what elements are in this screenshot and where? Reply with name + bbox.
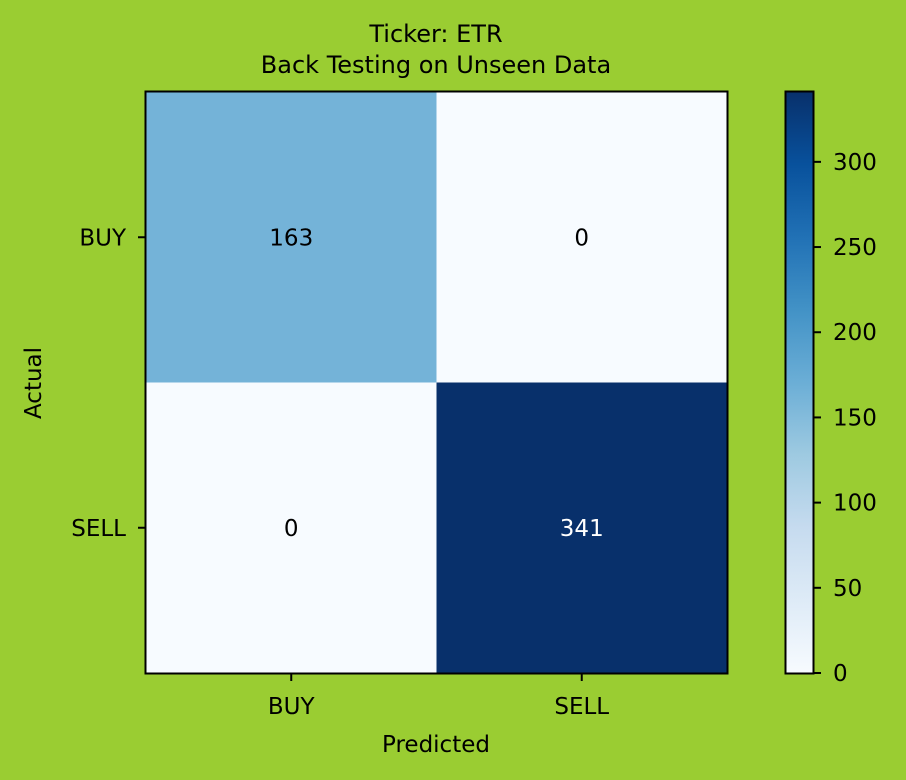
colorbar-tick-label: 150	[833, 405, 877, 431]
cell-value-label: 0	[284, 516, 299, 542]
heatmap-cell-labels: 163 0 0 341	[269, 225, 603, 542]
heatmap-cell	[146, 382, 437, 674]
y-axis-ticks: BUY SELL	[71, 225, 146, 542]
colorbar-tick-label: 250	[833, 235, 877, 261]
y-tick-label: BUY	[79, 225, 127, 251]
heatmap-cells	[146, 92, 728, 674]
heatmap-cell	[436, 92, 728, 383]
cell-value-label: 0	[574, 225, 589, 251]
colorbar-tick-label: 100	[833, 491, 877, 517]
cell-value-label: 341	[560, 516, 604, 542]
chart-subtitle: Back Testing on Unseen Data	[261, 51, 611, 79]
x-tick-label: SELL	[554, 694, 609, 720]
y-tick-label: SELL	[71, 516, 126, 542]
x-axis-ticks: BUY SELL	[268, 673, 609, 720]
y-axis-label: Actual	[21, 347, 47, 419]
x-tick-label: BUY	[268, 694, 316, 720]
colorbar-ticks: 0 50 100 150 200 250 300	[813, 150, 877, 687]
colorbar-tick-label: 0	[833, 661, 848, 687]
heatmap-cell	[436, 382, 728, 674]
cell-value-label: 163	[269, 225, 313, 251]
colorbar	[784, 90, 815, 675]
colorbar-tick-label: 50	[833, 576, 862, 602]
colorbar-tick-label: 300	[833, 150, 877, 176]
colorbar-tick-label: 200	[833, 320, 877, 346]
chart-title: Ticker: ETR	[368, 20, 502, 48]
x-axis-label: Predicted	[382, 732, 490, 758]
plot-frame	[144, 90, 729, 675]
heatmap-cell	[146, 92, 437, 383]
